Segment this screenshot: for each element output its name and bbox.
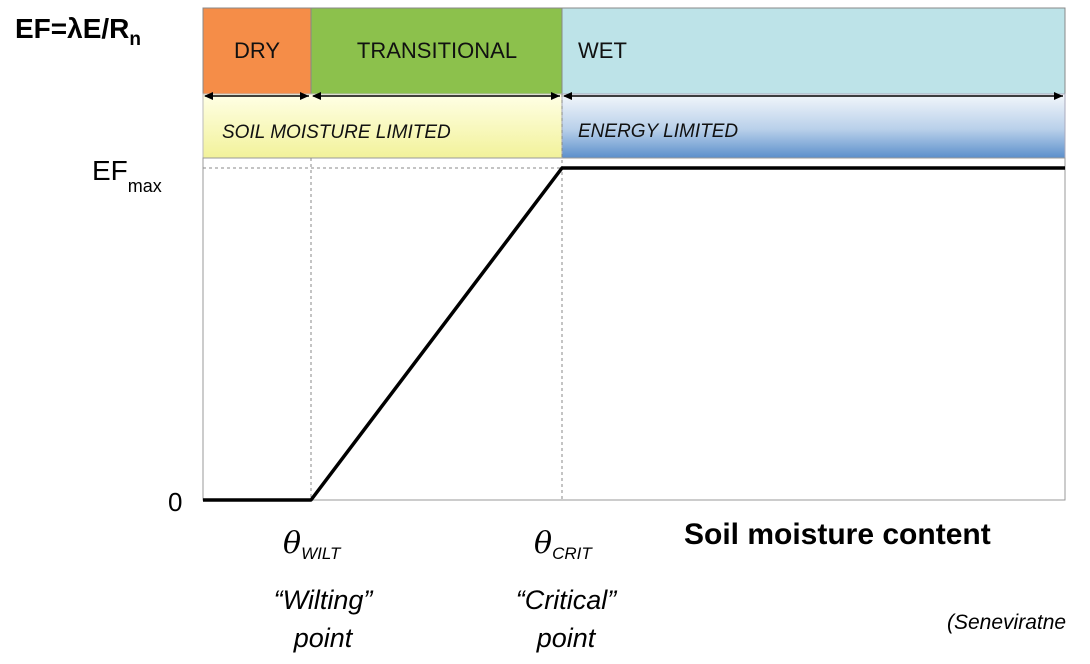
plot-frame [202,157,1066,501]
ef-curve [203,166,1065,502]
efmax-label-main: EF [92,155,128,186]
wilt-subscript: WILT [301,544,342,563]
efmax-label: EFmax [92,155,162,196]
x-axis-title: Soil moisture content [684,518,991,551]
energy-limited-label: ENERGY LIMITED [578,121,738,142]
zero-label: 0 [168,487,182,517]
wet-regime-box [561,7,1066,95]
wilting-note-line1: “Wilting” [274,585,374,615]
wilt-theta: θ [283,526,301,561]
wilting-note-line2: point [293,623,354,653]
efmax-label-sub: max [128,176,162,196]
dry-label: DRY [234,38,280,63]
crit-subscript: CRIT [552,544,593,563]
wet-label: WET [578,38,627,63]
transitional-label: TRANSITIONAL [357,38,517,63]
critical-note-line2: point [536,623,597,653]
dry-regime-box [202,7,312,95]
critical-note-line1: “Critical” [516,585,617,615]
wilting-point-symbol: θWILT [283,526,342,563]
citation: (Seneviratne [947,611,1066,634]
y-axis-title-main: EF=λE/R [15,13,129,44]
crit-theta: θ [534,526,552,561]
transitional-regime-box [310,7,563,95]
soil-moisture-limited-label: SOIL MOISTURE LIMITED [222,122,451,143]
y-axis-title: EF=λE/Rn [15,13,141,50]
critical-point-symbol: θCRIT [534,526,593,563]
y-axis-title-sub: n [129,29,141,50]
energy-limited-band [561,93,1066,159]
